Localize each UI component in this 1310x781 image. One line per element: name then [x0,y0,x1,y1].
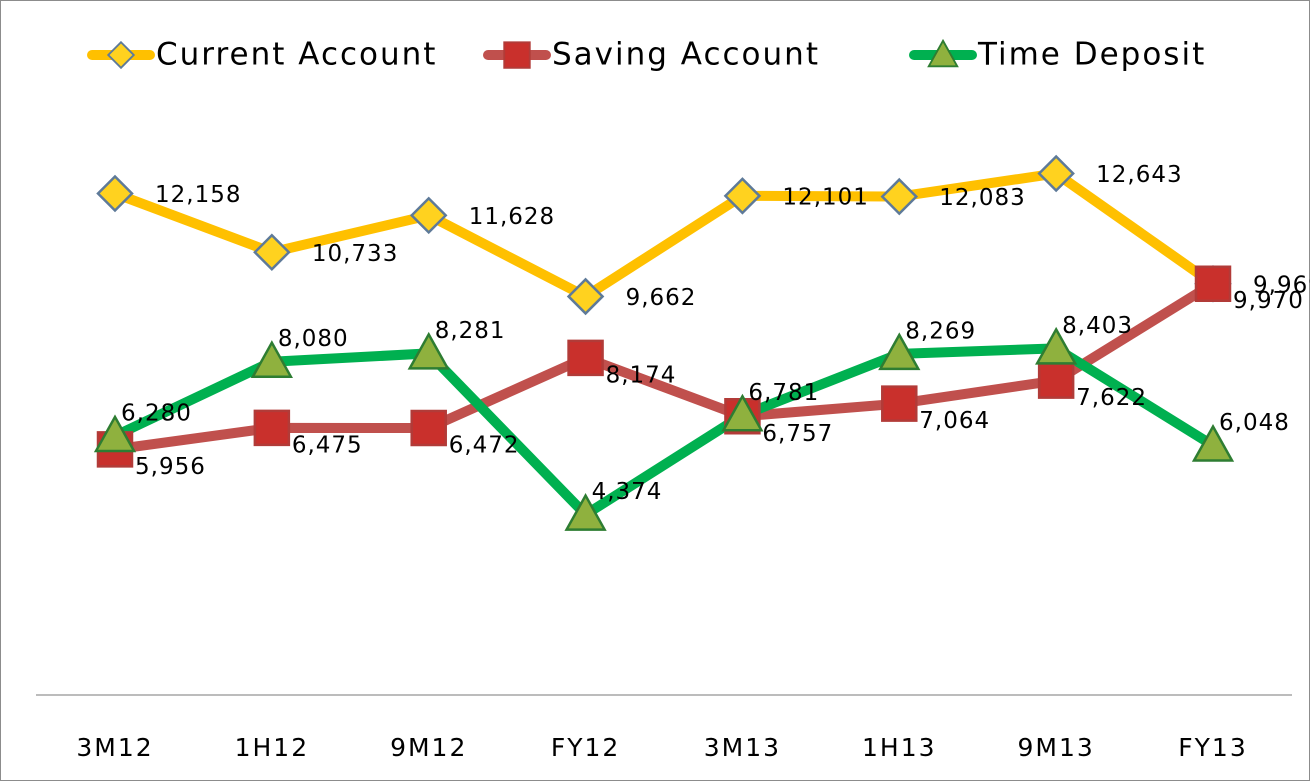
data-label: 12,643 [1096,162,1182,188]
data-label: 12,158 [155,182,241,208]
data-label: 11,628 [469,204,555,230]
data-marker [407,331,450,370]
data-label: 5,956 [135,454,206,480]
x-tick-label: 9M13 [1017,733,1094,762]
data-marker [1037,154,1075,193]
data-marker [1191,423,1235,462]
data-label: 9,662 [626,285,697,311]
x-tick-label: 3M13 [704,733,781,762]
data-label: 8,403 [1062,313,1133,339]
data-label: 7,622 [1076,385,1147,411]
data-label: 6,475 [292,432,363,458]
legend-label: Time Deposit [977,37,1206,73]
data-label: 4,374 [592,479,663,505]
data-marker [250,340,293,378]
series-line [113,168,1216,302]
x-tick-label: FY13 [1178,733,1247,762]
x-tick-label: FY12 [551,733,620,762]
data-label: 12,083 [939,185,1025,211]
data-marker [721,393,764,432]
data-label: 6,757 [762,421,833,447]
legend-label: Saving Account [552,37,820,73]
series-line [112,343,1216,520]
legend-item: Current Account [87,37,437,73]
data-label: 8,269 [905,318,976,344]
data-marker [567,339,604,377]
data-marker [881,385,918,422]
data-label: 12,101 [782,184,868,210]
data-marker [723,177,762,215]
data-marker [880,177,919,216]
data-label: 10,733 [312,241,398,267]
data-marker [410,409,447,447]
x-tick-label: 3M12 [76,733,153,762]
data-marker [1194,265,1232,302]
legend-marker [927,38,959,68]
data-label: 9,970 [1233,288,1304,314]
legend-label: Current Account [156,37,437,73]
data-label: 6,048 [1219,410,1290,436]
x-tick-label: 1H12 [235,733,310,762]
data-marker [253,409,291,447]
data-marker [93,414,137,453]
data-label: 7,064 [919,408,990,434]
data-marker [253,233,291,272]
series-line [114,279,1216,455]
legend-marker [503,41,531,69]
data-label: 6,781 [748,380,819,406]
x-tick-label: 1H13 [862,733,937,762]
data-label: 8,281 [435,318,506,344]
data-marker [566,277,605,316]
legend-marker [106,40,136,70]
data-label: 6,472 [449,433,520,459]
data-marker [878,332,921,371]
data-label: 6,280 [121,400,192,426]
legend-item: Time Deposit [909,37,1206,73]
data-marker [564,493,607,531]
data-marker [1035,326,1078,365]
x-tick-label: 9M12 [390,733,467,762]
data-label: 8,174 [606,362,677,388]
data-marker [409,196,448,235]
legend-item: Saving Account [483,37,820,73]
data-label: 8,080 [278,326,349,352]
data-marker [1037,362,1075,399]
data-label: 9,969 [1253,272,1310,298]
data-marker [96,174,134,213]
